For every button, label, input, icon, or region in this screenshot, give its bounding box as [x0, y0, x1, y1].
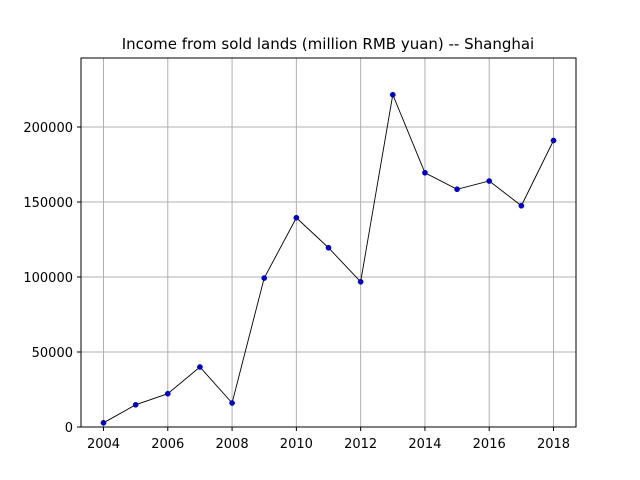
x-tick-label: 2006: [151, 437, 184, 452]
data-point: [422, 169, 428, 176]
x-tick-label: 2014: [408, 437, 441, 452]
y-tick-label: 0: [65, 421, 73, 436]
y-tick-label: 50000: [32, 346, 73, 361]
x-tick-label: 2018: [537, 437, 570, 452]
data-point: [325, 244, 332, 251]
x-tick-label: 2012: [344, 437, 377, 452]
data-point: [100, 419, 107, 426]
data-point: [293, 214, 300, 221]
series-line: [103, 93, 554, 424]
x-tick-label: 2004: [87, 437, 120, 452]
data-point: [454, 186, 460, 193]
data-point: [550, 137, 557, 144]
data-point: [197, 364, 203, 370]
x-tick-label: 2010: [280, 437, 313, 452]
y-tick-label: 150000: [23, 196, 73, 211]
x-tick-label: 2008: [216, 437, 249, 452]
data-point: [389, 91, 396, 98]
x-tick-label: 2016: [473, 437, 506, 452]
y-tick-label: 200000: [23, 121, 73, 136]
chart-title: Income from sold lands (million RMB yuan…: [122, 35, 534, 53]
series-layer: [100, 91, 557, 426]
data-point: [518, 202, 525, 209]
data-point: [357, 278, 364, 285]
grid-lines: [81, 58, 576, 428]
plot-frame: [80, 57, 577, 428]
y-tick-label: 100000: [23, 271, 73, 286]
data-point: [164, 390, 171, 397]
data-point: [132, 401, 139, 408]
axes: 2004 2006 2008 2010 2012 2014 2016 2018 0 50000 10…: [23, 57, 577, 452]
data-point: [261, 275, 268, 281]
data-point: [229, 400, 235, 406]
data-point: [486, 178, 493, 184]
